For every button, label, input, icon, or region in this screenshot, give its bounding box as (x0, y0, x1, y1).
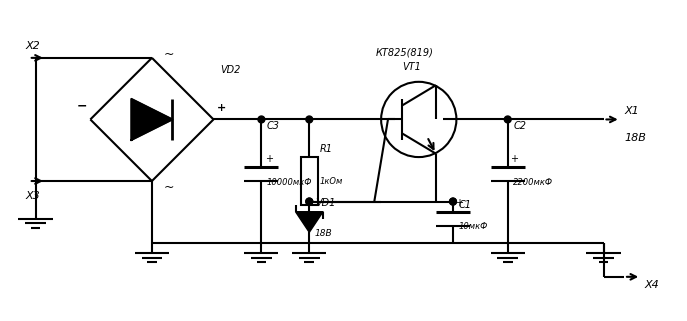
Text: +: + (217, 103, 226, 113)
Text: 2200мкФ: 2200мкФ (513, 178, 553, 187)
Circle shape (449, 198, 456, 205)
Circle shape (504, 116, 511, 123)
Text: VT1: VT1 (403, 62, 421, 72)
Text: 18В: 18В (315, 229, 333, 238)
Text: ~: ~ (164, 181, 174, 195)
Text: +: + (510, 154, 518, 164)
Text: VD2: VD2 (221, 65, 240, 75)
Text: ~: ~ (164, 48, 174, 61)
Bar (301, 157, 318, 205)
Polygon shape (131, 99, 172, 140)
Text: C1: C1 (458, 199, 471, 210)
Circle shape (306, 198, 313, 205)
Text: X3: X3 (25, 191, 40, 201)
Text: 10000мкФ: 10000мкФ (267, 178, 313, 187)
Polygon shape (295, 212, 323, 232)
Text: C2: C2 (513, 121, 526, 131)
Text: 1кОм: 1кОм (319, 177, 343, 186)
Text: +: + (455, 198, 463, 208)
Text: +: + (264, 154, 273, 164)
Text: −: − (76, 100, 87, 113)
Text: 18В: 18В (624, 133, 646, 143)
Text: X1: X1 (624, 106, 639, 116)
Text: R1: R1 (319, 144, 333, 154)
Text: VD1: VD1 (315, 198, 335, 208)
Circle shape (258, 116, 264, 123)
Text: 10мкФ: 10мкФ (458, 222, 488, 231)
Circle shape (306, 198, 313, 205)
Text: X2: X2 (25, 41, 40, 51)
Circle shape (449, 198, 456, 205)
Text: X4: X4 (644, 280, 660, 290)
Text: C3: C3 (267, 121, 280, 131)
Circle shape (306, 116, 313, 123)
Text: КТ825(819): КТ825(819) (376, 48, 434, 58)
